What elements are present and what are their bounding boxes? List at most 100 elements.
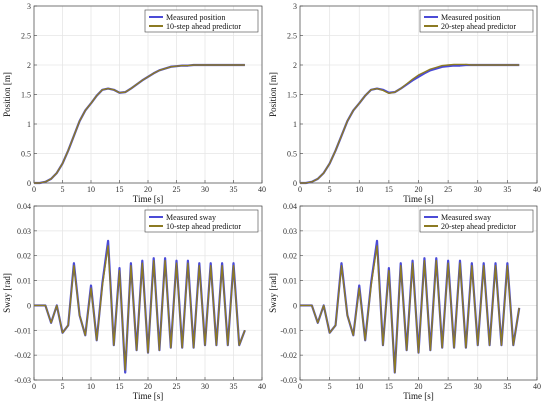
y-tick-label: 0.01 <box>17 277 31 286</box>
y-tick-label: 2 <box>293 61 297 70</box>
x-tick-label: 10 <box>87 382 95 391</box>
y-tick-label: -0.02 <box>280 351 297 360</box>
x-tick-label: 25 <box>173 185 181 194</box>
y-tick-label: 0.04 <box>17 202 31 211</box>
x-tick-label: 25 <box>444 382 452 391</box>
x-tick-label: 5 <box>328 185 332 194</box>
y-tick-label: 1.5 <box>21 91 31 100</box>
x-tick-label: 30 <box>474 185 482 194</box>
legend-label-1: Measured sway <box>166 213 216 222</box>
series-line-2 <box>300 245 520 374</box>
chart-panel-4: 0 5 10 15 20 25 30 35 40 -0.03 -0.02 -0.01 0 0.01 0.02… <box>268 202 541 401</box>
y-tick-label: 0.5 <box>287 150 297 159</box>
x-tick-label: 0 <box>32 382 36 391</box>
y-tick-label: 0.02 <box>283 252 297 261</box>
legend-label-2: 20-step ahead predictor <box>441 22 516 31</box>
legend-label-1: Measured position <box>166 13 225 22</box>
y-tick-label: 0.01 <box>283 277 297 286</box>
y-tick-label: 0 <box>293 301 297 310</box>
y-tick-label: 1.5 <box>287 91 297 100</box>
x-tick-label: 0 <box>32 185 36 194</box>
x-tick-label: 30 <box>474 382 482 391</box>
y-tick-label: 0 <box>27 179 31 188</box>
x-tick-label: 35 <box>230 382 238 391</box>
series-line-2 <box>34 245 246 371</box>
plot-frame <box>33 5 263 184</box>
y-tick-label: 2.5 <box>287 32 297 41</box>
x-tick-label: 20 <box>144 382 152 391</box>
x-tick-label: 10 <box>87 185 95 194</box>
legend-box <box>419 9 534 33</box>
legend-label-1: Measured position <box>441 13 500 22</box>
x-tick-label: 5 <box>61 185 65 194</box>
x-tick-label: 35 <box>503 185 511 194</box>
x-axis-label: Time [s] <box>403 391 433 401</box>
y-tick-label: 1 <box>293 120 297 129</box>
x-tick-label: 15 <box>385 382 393 391</box>
y-tick-label: 0.02 <box>17 252 31 261</box>
x-axis-label: Time [s] <box>403 194 433 204</box>
plot-frame <box>299 205 538 381</box>
x-tick-label: 20 <box>415 185 423 194</box>
chart-panel-2: 0 5 10 15 20 25 30 35 40 0 0.5 1 1.5 2 2.5 3 Time [s] Pos… <box>268 2 541 204</box>
x-tick-label: 35 <box>503 382 511 391</box>
x-tick-label: 40 <box>258 185 266 194</box>
y-tick-label: 3 <box>27 2 31 11</box>
x-tick-label: 40 <box>533 185 541 194</box>
x-tick-label: 15 <box>385 185 393 194</box>
y-tick-label: 3 <box>293 2 297 11</box>
y-tick-label: 1 <box>27 120 31 129</box>
legend-label-1: Measured sway <box>441 213 491 222</box>
y-axis-label: Position [m] <box>268 72 278 117</box>
y-axis-label: Sway [rad] <box>268 273 278 313</box>
x-tick-label: 0 <box>298 382 302 391</box>
x-tick-label: 25 <box>173 382 181 391</box>
x-axis-label: Time [s] <box>133 391 163 401</box>
x-axis-label: Time [s] <box>133 194 163 204</box>
x-tick-label: 30 <box>201 185 209 194</box>
chart-panel-3: 0 5 10 15 20 25 30 35 40 -0.03 -0.02 -0.01 0 0.01 0.02… <box>2 202 266 401</box>
legend-box <box>419 209 534 233</box>
y-tick-label: 2.5 <box>21 32 31 41</box>
y-tick-label: -0.01 <box>280 326 297 335</box>
y-tick-label: -0.02 <box>14 351 31 360</box>
y-tick-label: -0.03 <box>280 376 297 385</box>
chart-panel-1: 0 5 10 15 20 25 30 35 40 0 0.5 1 1.5 2 2.5 3 Time [s] Pos… <box>2 2 266 204</box>
y-axis-label: Position [m] <box>2 72 12 117</box>
x-tick-label: 15 <box>116 382 124 391</box>
x-tick-label: 35 <box>230 185 238 194</box>
plot-frame <box>33 205 263 381</box>
y-tick-label: 0.03 <box>17 227 31 236</box>
y-tick-label: 0.04 <box>283 202 297 211</box>
x-tick-label: 5 <box>61 382 65 391</box>
series-line-2 <box>300 63 520 184</box>
series-line-2 <box>34 64 245 184</box>
x-tick-label: 40 <box>258 382 266 391</box>
x-tick-label: 0 <box>298 185 302 194</box>
x-tick-label: 10 <box>355 185 363 194</box>
x-tick-label: 40 <box>533 382 541 391</box>
y-tick-label: 0 <box>27 301 31 310</box>
x-tick-label: 25 <box>444 185 452 194</box>
legend-label-2: 10-step ahead predictor <box>166 22 241 31</box>
y-tick-label: 0.5 <box>21 150 31 159</box>
x-tick-label: 20 <box>415 382 423 391</box>
x-tick-label: 20 <box>144 185 152 194</box>
x-tick-label: 15 <box>116 185 124 194</box>
plot-frame <box>299 5 538 184</box>
x-tick-label: 5 <box>328 382 332 391</box>
y-tick-label: -0.03 <box>14 376 31 385</box>
y-tick-label: 0.03 <box>283 227 297 236</box>
y-tick-label: 2 <box>27 61 31 70</box>
legend-box <box>144 9 259 33</box>
x-tick-label: 10 <box>355 382 363 391</box>
y-tick-label: 0 <box>293 179 297 188</box>
legend-label-2: 20-step ahead predictor <box>441 222 516 231</box>
legend-label-2: 10-step ahead predictor <box>166 222 241 231</box>
